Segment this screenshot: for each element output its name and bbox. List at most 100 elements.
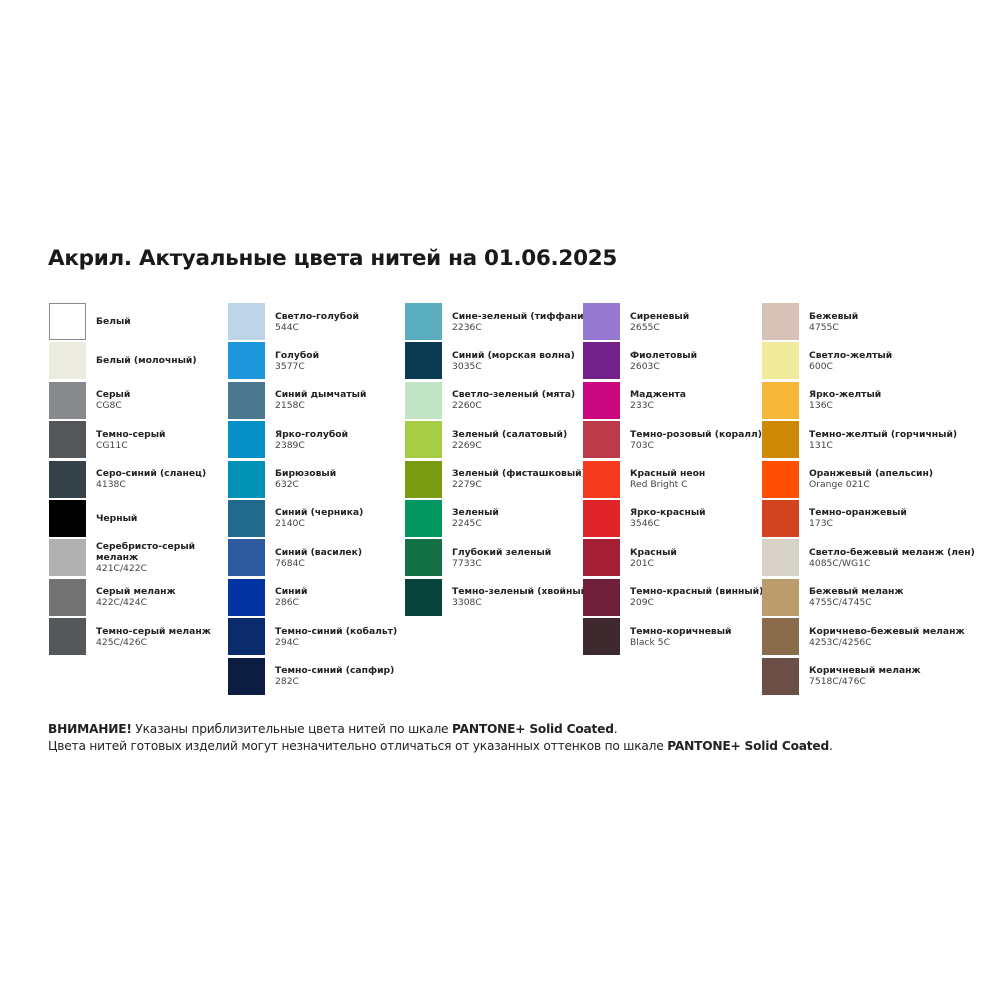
pantone-code: 421C/422C [96, 563, 147, 575]
pantone-code: 282C [275, 676, 299, 688]
pantone-code: 7518C/476C [809, 676, 866, 688]
disclaimer-text: Цвета нитей готовых изделий могут незнач… [48, 739, 668, 753]
color-label: Ярко-красный 3546C [630, 500, 706, 537]
color-label: Темно-коричневый Black 5C [630, 618, 732, 655]
color-name: Ярко-красный [630, 507, 706, 519]
color-swatch [583, 342, 620, 380]
color-name: Темно-коричневый [630, 625, 732, 637]
color-label: Синий дымчатый 2158C [275, 382, 366, 419]
color-label: Темно-синий (сапфир) 282C [275, 658, 394, 695]
color-name: Светло-желтый [809, 349, 893, 361]
color-name: Синий (черника) [275, 507, 364, 519]
color-swatch [583, 421, 620, 459]
color-label: Бежевый 4755C [809, 303, 858, 340]
color-label: Светло-желтый 600C [809, 342, 892, 379]
pantone-code: 209C [630, 597, 654, 609]
color-label: Зеленый (салатовый) 2269C [452, 421, 567, 458]
disclaimer: ВНИМАНИЕ! Указаны приблизительные цвета … [48, 721, 833, 755]
pantone-code: 422C/424C [96, 597, 147, 609]
color-label: Белый [96, 303, 131, 340]
color-name: Фиолетовый [630, 349, 698, 361]
color-swatch [228, 539, 265, 577]
color-swatch [583, 460, 620, 498]
color-swatch [405, 381, 442, 419]
color-label: Глубокий зеленый 7733C [452, 539, 551, 576]
pantone-code: 2245C [452, 518, 482, 530]
color-name: Синий дымчатый [275, 389, 367, 401]
color-swatch [405, 342, 442, 380]
color-swatch [762, 303, 799, 340]
color-name: Синий (василек) [275, 546, 363, 558]
disclaimer-text: Указаны приблизительные цвета нитей по ш… [131, 722, 453, 736]
pantone-code: 2279C [452, 479, 482, 491]
color-name: Голубой [275, 349, 320, 361]
pantone-code: 4755C [809, 321, 839, 333]
color-swatch [49, 303, 86, 340]
disclaimer-line-2: Цвета нитей готовых изделий могут незнач… [48, 738, 833, 755]
pantone-code: Orange 021C [809, 479, 870, 491]
color-label: Серый меланж 422C/424C [96, 579, 176, 616]
color-label: Серебристо-серый меланж 421C/422C [96, 539, 226, 576]
disclaimer-line-1: ВНИМАНИЕ! Указаны приблизительные цвета … [48, 721, 833, 738]
color-label: Темно-желтый (горчичный) 131C [809, 421, 957, 458]
color-label: Темно-розовый (коралл) 703C [630, 421, 762, 458]
color-label: Синий 286C [275, 579, 307, 616]
color-swatch [762, 657, 799, 695]
color-name: Серо-синий (сланец) [96, 468, 207, 480]
color-swatch [49, 342, 86, 380]
color-name: Сиреневый [630, 310, 690, 322]
color-name: Маджента [630, 389, 687, 401]
color-name: Зеленый [452, 507, 499, 519]
color-name: Светло-зеленый (мята) [452, 389, 576, 401]
color-swatch [228, 342, 265, 380]
color-swatch [762, 539, 799, 577]
pantone-code: 2269C [452, 439, 482, 451]
color-label: Сине-зеленый (тиффани) 2236C [452, 303, 588, 340]
color-swatch [49, 578, 86, 616]
pantone-code: 703C [630, 439, 654, 451]
color-name: Белый [96, 316, 131, 327]
color-name: Темно-синий (сапфир) [275, 665, 395, 677]
color-name: Темно-желтый (горчичный) [809, 428, 958, 440]
color-swatch [583, 578, 620, 616]
color-swatch [405, 499, 442, 537]
color-swatch [228, 460, 265, 498]
color-swatch [762, 460, 799, 498]
color-name: Темно-розовый (коралл) [630, 428, 762, 440]
color-name: Светло-бежевый меланж (лен) [809, 546, 975, 558]
pantone-code: 2655C [630, 321, 660, 333]
color-swatch [228, 381, 265, 419]
color-swatch [228, 657, 265, 695]
color-swatch [49, 539, 86, 577]
color-swatch [583, 381, 620, 419]
color-name: Темно-оранжевый [809, 507, 907, 519]
color-name: Синий [275, 586, 308, 598]
color-label: Белый (молочный) [96, 342, 197, 379]
color-swatch [228, 421, 265, 459]
color-label: Бежевый меланж 4755C/4745C [809, 579, 904, 616]
color-label: Светло-бежевый меланж (лен) 4085C/WG1C [809, 539, 975, 576]
color-label: Красный 201C [630, 539, 677, 576]
pantone-brand: PANTONE+ Solid Coated [452, 722, 614, 736]
pantone-code: 7684C [275, 557, 305, 569]
pantone-code: 544C [275, 321, 299, 333]
pantone-code: 173C [809, 518, 833, 530]
pantone-code: 2236C [452, 321, 482, 333]
pantone-code: 632C [275, 479, 299, 491]
color-swatch [405, 539, 442, 577]
pantone-code: 3546C [630, 518, 660, 530]
color-name: Глубокий зеленый [452, 546, 552, 558]
color-name: Зеленый (фисташковый) [452, 468, 586, 480]
color-swatch [228, 578, 265, 616]
pantone-code: 3577C [275, 360, 305, 372]
color-label: Маджента 233C [630, 382, 686, 419]
pantone-code: Red Bright C [630, 479, 688, 491]
pantone-code: 4755C/4745C [809, 597, 872, 609]
color-name: Ярко-голубой [275, 428, 349, 440]
period: . [828, 739, 833, 753]
color-name: Зеленый (салатовый) [452, 428, 568, 440]
color-name: Серый меланж [96, 586, 176, 598]
pantone-code: 425C/426C [96, 636, 147, 648]
page-title: Акрил. Актуальные цвета нитей на 01.06.2… [48, 246, 618, 271]
color-label: Серый CG8C [96, 382, 130, 419]
